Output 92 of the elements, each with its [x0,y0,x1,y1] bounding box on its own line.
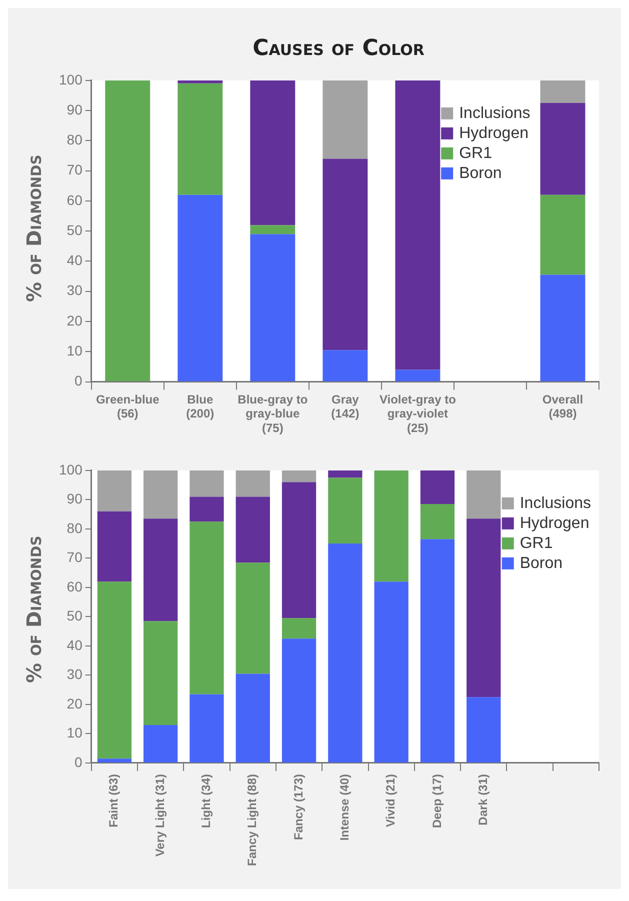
bar [97,511,132,582]
bar [190,470,224,497]
y-tick-label: 70 [66,162,83,178]
bar [282,618,316,639]
bar [236,496,270,563]
y-tick-label: 40 [66,252,83,268]
bar [420,539,455,762]
legend-label: Inclusions [520,494,592,512]
x-tick-label: Faint (63) [106,774,121,828]
bar [144,621,178,725]
y-tick-label: 60 [66,192,83,208]
y-tick-label: 90 [66,101,83,118]
x-tick-label: Light (34) [199,774,214,828]
y-tick-label: 50 [66,222,83,238]
y-tick-label: 100 [59,71,83,88]
chart-title: Causes of Color [252,35,426,63]
x-tick-label: Blue (200) [186,392,214,421]
legend-label: Hydrogen [520,514,590,532]
y-tick-label: 30 [66,282,83,298]
bar [540,274,586,382]
x-tick-label: Dark (31) [476,774,490,826]
x-tick-label: Fancy Light (88) [245,774,260,866]
bar [236,562,270,674]
y-tick-label: 20 [66,312,83,328]
legend-label: GR1 [459,144,492,162]
bar [144,470,178,519]
bar [144,518,178,622]
x-tick-label: Gray (142) [331,392,360,421]
x-tick-label: Deep (17) [430,774,444,828]
legend-label: Boron [459,164,502,182]
x-tick-label: Overall (498) [542,392,584,421]
y-tick-label: 60 [66,578,83,594]
x-tick-label: Green-blue (56) [96,392,160,421]
bar [466,697,501,762]
bar [97,758,132,762]
bar [282,638,316,762]
bar [322,80,368,159]
legend-label: Hydrogen [459,124,528,142]
bar [420,470,455,504]
x-tick-label: Very Light (31) [152,774,167,857]
bar [250,225,296,234]
bar [190,694,224,762]
bar [178,194,223,382]
x-tick-label: Intense (40) [337,774,352,841]
bar [236,470,270,497]
bar [328,544,362,762]
y-tick-label: 90 [66,490,83,507]
bar [97,582,132,759]
bar [97,470,132,512]
legend-label: Boron [520,554,563,572]
bar [144,724,178,762]
legend-label: Inclusions [459,104,530,122]
x-tick-label: Blue-gray to gray-blue (75) [238,392,308,436]
bar [540,103,586,195]
y-tick-label: 30 [66,666,83,682]
legend-label: GR1 [520,534,553,552]
bar [374,470,408,582]
bar [420,504,455,540]
y-tick-label: 80 [66,132,83,148]
bar [190,522,224,694]
bar [282,482,316,618]
y-tick-label: 70 [66,549,83,566]
y-tick-label: 20 [66,695,83,712]
bar [322,158,368,350]
bar [374,582,408,762]
bar [105,80,150,382]
bar [190,496,224,522]
bar [322,350,368,382]
bar [178,80,223,84]
bar [328,470,362,478]
y-axis-title: % of Diamonds [22,534,46,685]
y-tick-label: 40 [66,636,83,653]
y-tick-label: 100 [59,461,83,478]
bar [236,674,270,762]
y-tick-label: 0 [74,372,83,389]
y-tick-label: 10 [66,724,83,741]
bar [540,80,586,104]
x-tick-label: Vivid (21) [384,774,398,828]
y-tick-label: 80 [66,520,83,536]
y-tick-label: 10 [66,342,83,359]
y-tick-label: 0 [74,754,83,770]
bar [250,80,296,226]
bar [282,470,316,482]
y-axis-title: % of Diamonds [22,153,46,304]
bar [250,234,296,382]
bar [540,194,586,275]
x-tick-label: Fancy (173) [291,774,306,840]
bar [178,83,223,195]
y-tick-label: 50 [66,608,83,624]
bar [328,478,362,544]
bar [395,370,440,382]
x-tick-label: Violet-gray to gray-violet (25) [379,392,456,436]
